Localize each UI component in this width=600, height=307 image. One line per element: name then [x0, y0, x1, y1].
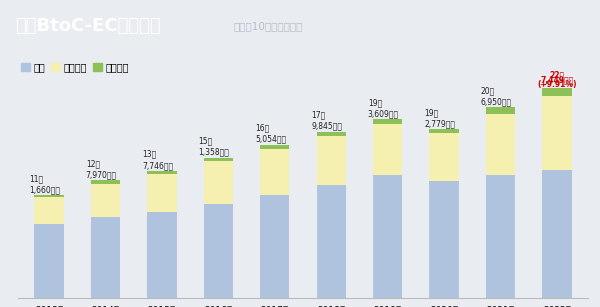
Bar	[373, 124, 403, 175]
Bar	[203, 157, 233, 161]
Bar	[317, 185, 346, 298]
Bar	[317, 131, 346, 136]
Bar	[317, 136, 346, 185]
Bar	[91, 217, 120, 298]
Bar	[147, 212, 176, 298]
Bar	[542, 96, 572, 170]
Text: 17兆
9,845億円: 17兆 9,845億円	[311, 111, 343, 130]
Bar	[430, 181, 459, 298]
Bar	[203, 204, 233, 298]
Bar	[34, 195, 64, 197]
Bar	[34, 197, 64, 224]
Bar	[203, 161, 233, 204]
Bar	[147, 174, 176, 212]
Text: 22兆: 22兆	[550, 70, 565, 79]
Text: 15兆
1,358億円: 15兆 1,358億円	[199, 137, 229, 157]
Bar	[260, 195, 289, 298]
Text: 7,449億円: 7,449億円	[541, 75, 574, 84]
Bar	[542, 88, 572, 96]
Text: 12兆
7,970億円: 12兆 7,970億円	[86, 159, 117, 179]
Bar	[91, 184, 120, 217]
Bar	[542, 170, 572, 298]
Bar	[91, 180, 120, 184]
Bar	[373, 119, 403, 124]
Text: (+9.91%): (+9.91%)	[537, 80, 577, 89]
Text: 19兆
2,779億円: 19兆 2,779億円	[424, 108, 455, 129]
Bar	[486, 107, 515, 114]
Bar	[260, 149, 289, 195]
Bar	[34, 224, 64, 298]
Bar	[430, 133, 459, 181]
Bar	[486, 114, 515, 175]
Bar	[486, 175, 515, 298]
Bar	[147, 171, 176, 174]
Legend: 物販, サービス, デジタル: 物販, サービス, デジタル	[17, 58, 133, 76]
Text: 国内BtoC-EC市場規模: 国内BtoC-EC市場規模	[15, 17, 161, 35]
Text: 13兆
7,746億円: 13兆 7,746億円	[142, 150, 173, 170]
Text: 19兆
3,609億円: 19兆 3,609億円	[368, 98, 399, 119]
Text: 16兆
5,054億円: 16兆 5,054億円	[255, 123, 286, 144]
Text: 11兆
1,660億円: 11兆 1,660億円	[29, 174, 60, 194]
Text: 20兆
6,950億円: 20兆 6,950億円	[481, 86, 512, 106]
Bar	[260, 145, 289, 149]
Bar	[430, 130, 459, 133]
Text: （過去10年間の推移）: （過去10年間の推移）	[234, 21, 304, 31]
Bar	[373, 175, 403, 298]
